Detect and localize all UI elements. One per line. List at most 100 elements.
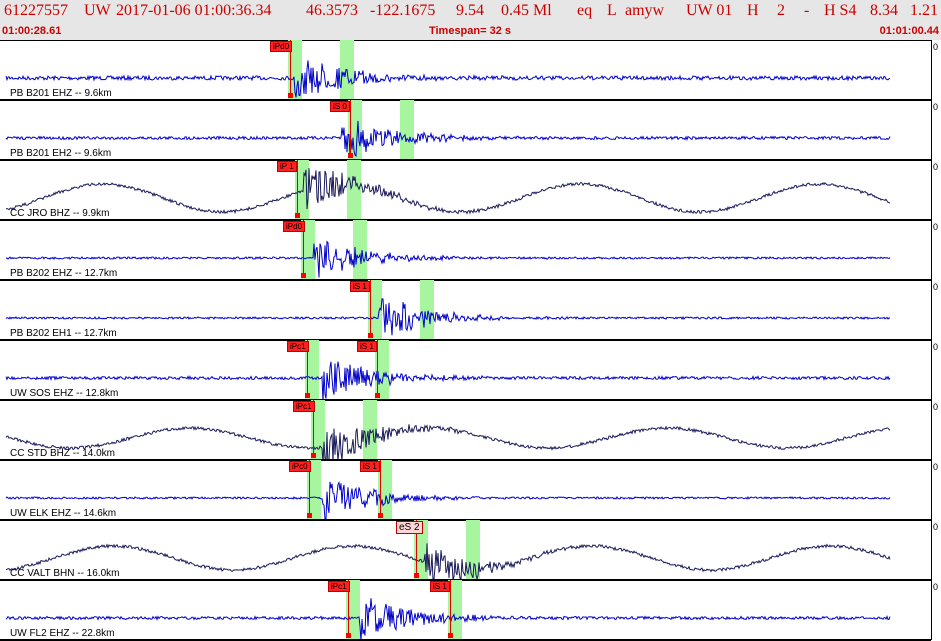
pick-marker: [348, 153, 353, 158]
longitude: -122.1675: [370, 2, 436, 19]
pick-window: [375, 340, 389, 400]
pick-line[interactable]: [377, 340, 378, 398]
scale-mark: 0: [933, 282, 939, 292]
station-label: UW FL2 EHZ -- 22.8km: [10, 628, 115, 639]
pick-line[interactable]: [307, 340, 308, 398]
pick-line[interactable]: [290, 40, 291, 98]
event-datetime: 2017-01-06 01:00:36.34: [116, 2, 272, 19]
pick-window: [307, 460, 321, 520]
pick-label[interactable]: iS 1: [360, 461, 380, 472]
trace-panel[interactable]: iPd0 PB B202 EHZ -- 12.7km: [0, 220, 931, 280]
pick-line[interactable]: [303, 220, 304, 278]
station-label: CC JRO BHZ -- 9.9km: [10, 208, 110, 219]
pick-line[interactable]: [450, 580, 451, 638]
pick-label[interactable]: iPc1: [328, 581, 350, 592]
pick-label[interactable]: iPd0: [270, 41, 293, 52]
waveform: [5, 481, 891, 520]
trace-panel[interactable]: iPc0 iS 1 UW ELK EHZ -- 14.6km: [0, 460, 931, 520]
pick-line[interactable]: [297, 160, 298, 218]
scale-mark: 0: [933, 402, 939, 412]
pick-marker: [305, 393, 310, 398]
trace-panel[interactable]: iS 0 PB B201 EH2 -- 9.6km: [0, 100, 931, 160]
magnitude: 0.45 Ml: [501, 2, 552, 19]
pick-marker: [375, 393, 380, 398]
pick-label[interactable]: iS 1: [430, 581, 450, 592]
depth: 9.54: [456, 2, 484, 19]
panel-divider: [0, 459, 931, 461]
waveform-trace: [5, 168, 891, 215]
pick-window: [353, 220, 367, 280]
pick-label[interactable]: iS 0: [330, 101, 350, 112]
value-1: 8.34: [870, 2, 898, 19]
waveform-trace: [5, 598, 891, 640]
station-label: CC STD BHZ -- 14.0km: [10, 448, 116, 459]
quality: H S4: [824, 2, 857, 19]
waveform-panels[interactable]: iPd0 PB B201 EHZ -- 9.6km iS 0 PB B201 EH2 …: [0, 40, 941, 641]
station-label: PB B201 EHZ -- 9.6km: [10, 88, 112, 99]
pick-label[interactable]: eS 2: [396, 521, 423, 534]
pick-window: [448, 580, 462, 640]
scale-mark: 0: [933, 42, 939, 52]
trace-panel[interactable]: iS 1 PB B202 EH1 -- 12.7km: [0, 280, 931, 340]
trace-panel[interactable]: eS 2 CC VALT BHN -- 16.0km: [0, 520, 931, 580]
panel-divider: [0, 159, 931, 161]
pick-line[interactable]: [309, 460, 310, 518]
trace-panel[interactable]: iPd0 PB B201 EHZ -- 9.6km: [0, 40, 931, 100]
pick-label[interactable]: iP 1: [277, 161, 297, 172]
waveform: [5, 361, 891, 400]
pick-marker: [311, 453, 316, 458]
waveform-trace: [5, 240, 891, 278]
pick-label[interactable]: iPc1: [293, 401, 315, 412]
network: UW: [84, 2, 111, 19]
pick-label[interactable]: iPd0: [283, 221, 306, 232]
panel-divider: [0, 399, 931, 401]
timespan-start: 01:00:28.61: [2, 25, 62, 37]
waveform: [5, 424, 891, 460]
trace-panel[interactable]: iP 1 CC JRO BHZ -- 9.9km: [0, 160, 931, 220]
source: UW 01: [686, 2, 733, 19]
pick-line[interactable]: [313, 400, 314, 458]
waveform-trace: [5, 60, 891, 98]
timespan-label: Timespan= 32 s: [428, 25, 512, 37]
pick-label[interactable]: iS 1: [357, 341, 377, 352]
panel-divider: [0, 279, 931, 281]
waveform: [5, 598, 891, 640]
pick-line[interactable]: [380, 460, 381, 518]
waveform-trace: [5, 424, 891, 460]
pick-marker: [295, 213, 300, 218]
station-label: CC VALT BHN -- 16.0km: [10, 568, 120, 579]
scale-mark: 0: [933, 162, 939, 172]
pick-line[interactable]: [350, 100, 351, 158]
pick-window: [311, 400, 325, 460]
pick-window: [347, 160, 361, 220]
latitude: 46.3573: [306, 2, 358, 19]
pick-label[interactable]: iPc1: [287, 341, 309, 352]
trace-panel[interactable]: iPc1 iS 1 UW SOS EHZ -- 12.8km: [0, 340, 931, 400]
event-type: eq: [577, 2, 593, 19]
scale-mark: 0: [933, 222, 939, 232]
pick-marker: [346, 633, 351, 638]
pick-line[interactable]: [416, 520, 417, 578]
pick-marker: [368, 333, 373, 338]
pick-marker: [301, 273, 306, 278]
pick-window: [301, 220, 315, 280]
scale-mark: 0: [933, 462, 939, 472]
pick-line[interactable]: [348, 580, 349, 638]
panel-divider: [0, 519, 931, 521]
pick-window: [305, 340, 319, 400]
event-summary-line: 61227557 UW 2017-01-06 01:00:36.34 46.35…: [4, 2, 938, 24]
location-flag: L: [607, 2, 617, 19]
pick-window: [400, 100, 414, 160]
pick-line[interactable]: [370, 280, 371, 338]
pick-label[interactable]: iS 1: [350, 281, 370, 292]
waveform-trace: [5, 543, 891, 580]
pick-marker: [378, 513, 383, 518]
panel-divider: [0, 99, 931, 101]
trace-panel[interactable]: iPc1 iS 1 UW FL2 EHZ -- 22.8km: [0, 580, 931, 640]
trace-panel[interactable]: iPc1 CC STD BHZ -- 14.0km: [0, 400, 931, 460]
waveform-trace: [5, 481, 891, 520]
station-label: PB B201 EH2 -- 9.6km: [10, 148, 112, 159]
pick-window: [346, 580, 360, 640]
event-id: 61227557: [4, 2, 68, 19]
pick-label[interactable]: iPc0: [289, 461, 311, 472]
